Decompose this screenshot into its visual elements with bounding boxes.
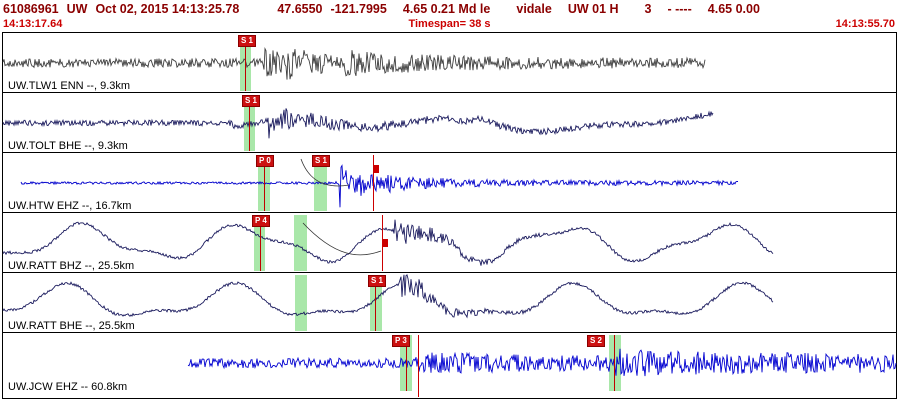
timespan-label: Timespan= 38 s <box>408 18 491 30</box>
pick-label[interactable]: S 1 <box>242 95 261 107</box>
pick-highlight[interactable] <box>254 215 265 271</box>
pick-highlight[interactable] <box>609 335 621 391</box>
pick-highlight[interactable] <box>294 215 307 271</box>
phase-count: 3 <box>644 2 652 16</box>
trace-label: UW.TOLT BHE --, 9.3km <box>8 140 128 152</box>
trace-label: UW.RATT BHE --, 25.5km <box>8 320 135 332</box>
datasource: UW 01 H <box>567 2 619 16</box>
waveform-htw-ehz[interactable] <box>3 153 896 213</box>
origin-time: Oct 02, 2015 14:13:25.78 <box>95 2 240 16</box>
trace-label: UW.JCW EHZ -- 60.8km <box>8 381 128 393</box>
event-summary-line: 61086961 UW Oct 02, 2015 14:13:25.78 47.… <box>0 0 899 16</box>
trace-panel-tolt-bhe[interactable]: UW.TOLT BHE --, 9.3km S 1 <box>2 93 896 153</box>
pick-line[interactable] <box>245 35 246 91</box>
pick-line[interactable] <box>375 275 376 331</box>
pick-label[interactable]: S 1 <box>312 155 331 167</box>
pick-line[interactable] <box>260 215 261 271</box>
window-start-time: 14:13:17.64 <box>3 18 63 30</box>
pick-label[interactable]: P 4 <box>252 215 270 227</box>
trace-panel-ratt-bhe[interactable]: UW.RATT BHE --, 25.5km S 1 <box>2 273 896 333</box>
latitude: 47.6550 <box>277 2 323 16</box>
window-end-time: 14:13:55.70 <box>835 18 895 30</box>
event-id: 61086961 <box>3 2 59 16</box>
pick-line[interactable] <box>614 335 615 391</box>
trace-label: UW.TLW1 ENN --, 9.3km <box>8 80 131 92</box>
pick-label[interactable]: P 0 <box>256 155 274 167</box>
phase-marker-line[interactable] <box>418 335 419 397</box>
trace-label: UW.HTW EHZ --, 16.7km <box>8 200 132 212</box>
pick-label[interactable]: S 2 <box>587 335 606 347</box>
pick-highlight[interactable] <box>295 275 307 331</box>
time-window-line: Timespan= 38 s 14:13:17.64 14:13:55.70 <box>0 18 899 31</box>
waveform-viewer: UW.TLW1 ENN --, 9.3km S 1 UW.TOLT BHE --… <box>2 32 897 399</box>
flags: - ---- <box>667 2 692 16</box>
longitude: -121.7995 <box>330 2 387 16</box>
phase-flag <box>383 239 388 247</box>
pick-line[interactable] <box>406 335 407 391</box>
pick-highlight[interactable] <box>370 275 382 331</box>
trace-panel-jcw-ehz[interactable]: UW.JCW EHZ -- 60.8km P 3 S 2 <box>3 333 897 397</box>
magnitude: 4.65 0.21 Md le <box>402 2 491 16</box>
magnitude-summary: 4.65 0.00 <box>707 2 760 16</box>
header: 61086961 UW Oct 02, 2015 14:13:25.78 47.… <box>0 0 899 32</box>
waveform-tlw1-enn[interactable] <box>2 33 896 93</box>
trace-panel-ratt-bhz[interactable]: UW.RATT BHZ --, 25.5km P 4 <box>2 213 896 273</box>
phase-marker-line[interactable] <box>373 155 374 211</box>
pick-label[interactable]: P 3 <box>392 335 410 347</box>
waveform-jcw-ehz[interactable] <box>3 333 897 393</box>
pick-line[interactable] <box>264 155 265 211</box>
analyst: vidale <box>516 2 552 16</box>
trace-panel-htw-ehz[interactable]: UW.HTW EHZ --, 16.7km P 0 S 1 <box>3 153 896 213</box>
network-code: UW <box>66 2 88 16</box>
trace-panel-tlw1-enn[interactable]: UW.TLW1 ENN --, 9.3km S 1 <box>2 33 896 93</box>
trace-label: UW.RATT BHZ --, 25.5km <box>8 260 135 272</box>
pick-label[interactable]: S 1 <box>368 275 387 287</box>
pick-label[interactable]: S 1 <box>238 35 257 47</box>
waveform-tolt-bhe[interactable] <box>2 93 896 153</box>
phase-flag <box>374 165 379 173</box>
pick-line[interactable] <box>249 95 250 151</box>
waveform-ratt-bhe[interactable] <box>2 273 896 333</box>
waveform-ratt-bhz[interactable] <box>2 213 896 273</box>
phase-marker-line[interactable] <box>382 215 383 271</box>
